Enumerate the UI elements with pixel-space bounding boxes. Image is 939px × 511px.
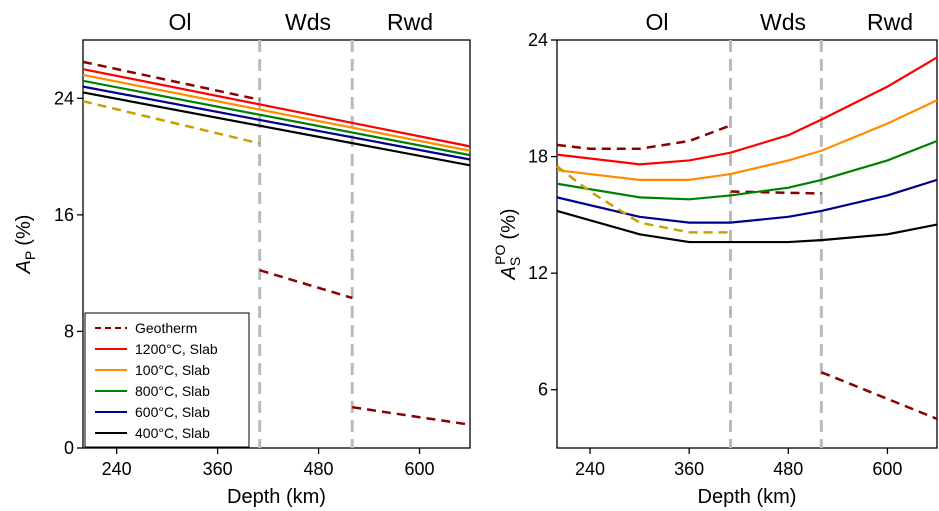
y-axis-symbol: A [498,266,520,280]
region-label: Ol [646,9,669,35]
legend-label: 100°C, Slab [135,362,210,378]
y-axis-unit: (%) [498,208,520,239]
y-axis-title: ASPO (%) [492,208,523,280]
legend-box [84,312,250,448]
x-tick-label: 240 [575,459,605,479]
region-label: Wds [285,9,331,35]
legend-label: Geotherm [135,320,197,336]
region-label: Rwd [387,9,433,35]
series-line [82,91,471,167]
y-tick-label: 8 [64,321,74,341]
legend-label: 800°C, Slab [135,383,210,399]
series-line [556,178,938,224]
y-axis-subscript: P [22,251,38,260]
series-line [556,124,938,421]
y-axis-subscript: S [507,257,523,266]
y-axis-unit: (%) [13,215,35,246]
legend-label: 1200°C, Slab [135,341,218,357]
y-tick-label: 18 [528,147,548,167]
plot-frame [556,39,938,449]
series-line [556,99,938,181]
x-axis-title: Depth (km) [227,486,326,508]
y-tick-label: 12 [528,263,548,283]
x-tick-label: 480 [773,459,803,479]
y-tick-label: 6 [538,380,548,400]
x-tick-label: 360 [674,459,704,479]
series-line [82,99,260,145]
plot-frame [82,39,471,449]
y-axis-superscript: PO [492,244,508,264]
region-label: Ol [169,9,192,35]
series-line [556,140,938,201]
y-tick-label: 24 [528,30,548,50]
legend-label: 600°C, Slab [135,404,210,420]
y-tick-label: 24 [54,88,74,108]
series-line [82,73,471,152]
legend-label: 400°C, Slab [135,425,210,441]
region-label: Wds [760,9,806,35]
series-line [556,209,938,244]
series-line [82,79,471,157]
region-label: Rwd [867,9,913,35]
x-tick-label: 480 [304,459,334,479]
y-axis-title: AP (%) [13,215,38,275]
x-tick-label: 600 [404,459,434,479]
y-tick-label: 0 [64,438,74,458]
x-tick-label: 360 [203,459,233,479]
y-tick-label: 16 [54,205,74,225]
series-line [556,56,938,166]
series-line [82,60,471,426]
series-line [82,85,471,161]
x-axis-title: Depth (km) [698,486,797,508]
y-axis-symbol: A [13,260,35,274]
x-tick-label: 240 [102,459,132,479]
series-line [82,68,471,148]
x-tick-label: 600 [872,459,902,479]
